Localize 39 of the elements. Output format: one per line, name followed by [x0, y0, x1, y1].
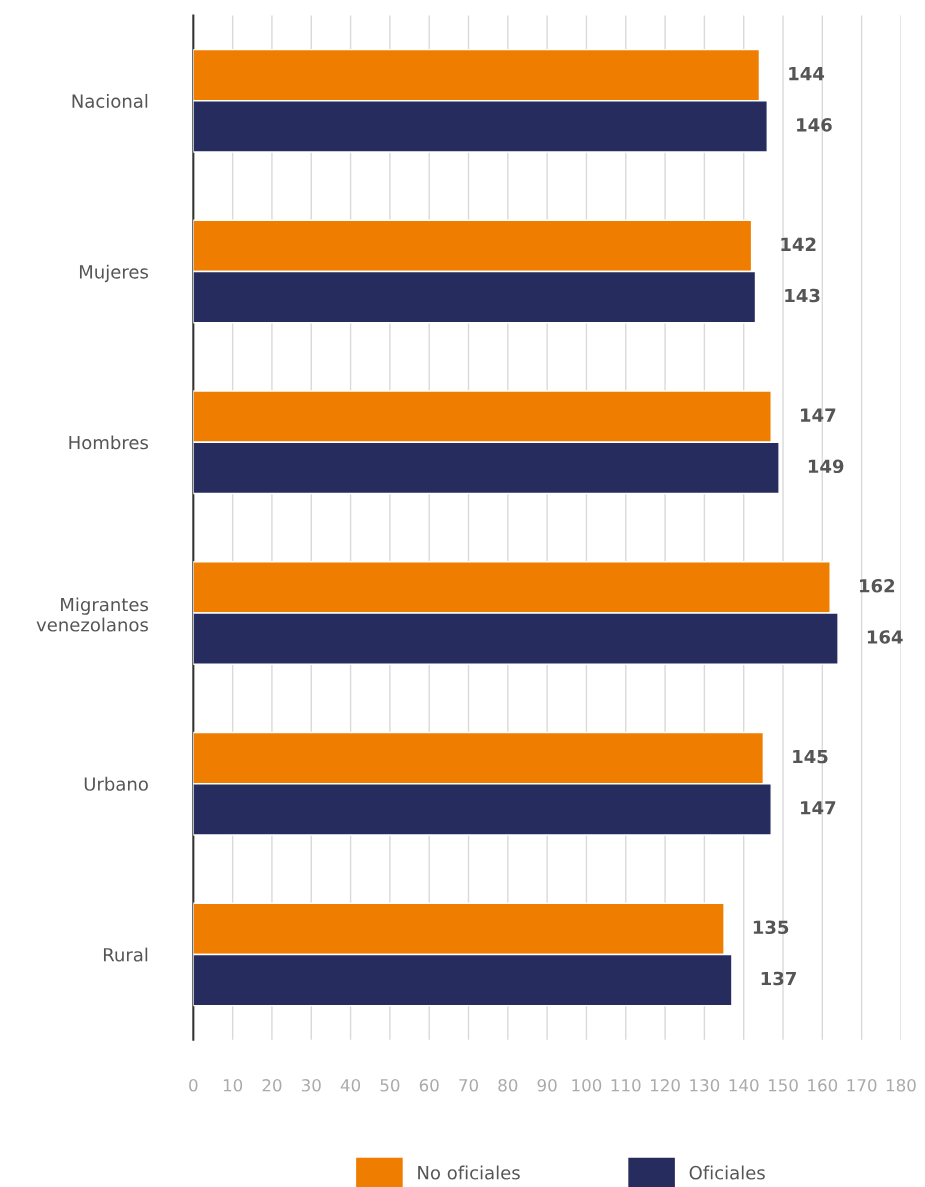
x-tick-label: 80	[498, 1079, 518, 1092]
y-tick-label: Rural	[103, 947, 148, 962]
data-label: 145	[793, 749, 828, 764]
x-tick-label: 90	[537, 1079, 557, 1092]
y-tick-label: Mujeres	[79, 264, 148, 283]
x-tick-label: 0	[189, 1079, 198, 1092]
x-tick-label: 50	[380, 1079, 400, 1092]
data-label: 146	[797, 118, 832, 132]
data-label: 142	[781, 237, 816, 251]
x-tick-label: 40	[340, 1079, 361, 1092]
x-tick-label: 20	[262, 1079, 282, 1092]
data-label: 164	[867, 630, 903, 644]
data-label: 147	[801, 408, 836, 422]
y-tick-label: Urbano	[84, 776, 148, 791]
x-tick-label: 130	[690, 1079, 720, 1092]
x-tick-label: 30	[301, 1079, 321, 1092]
x-tick-label: 140	[729, 1079, 759, 1092]
legend-label: No oficiales	[418, 1165, 520, 1180]
x-tick-label: 110	[611, 1079, 641, 1092]
x-tick-label: 180	[886, 1079, 916, 1092]
data-label: 137	[761, 971, 796, 986]
x-tick-label: 70	[459, 1079, 479, 1092]
x-tick-label: 120	[651, 1079, 680, 1092]
y-tick-label: Hombres	[69, 435, 148, 450]
x-tick-label: 150	[768, 1079, 798, 1092]
x-tick-label: 170	[847, 1079, 877, 1092]
data-label: 135	[753, 920, 789, 935]
data-label: 149	[808, 459, 844, 474]
y-tick-label: Nacional	[72, 93, 148, 108]
data-label: 143	[785, 288, 820, 303]
y-tick-label: Migrantes venezolanos	[36, 597, 148, 632]
x-tick-label: 160	[808, 1079, 838, 1092]
x-tick-label: 100	[572, 1079, 602, 1092]
x-tick-label: 10	[223, 1079, 243, 1092]
x-tick-label: 60	[419, 1079, 439, 1092]
data-label: 144	[789, 67, 825, 81]
data-label: 147	[801, 801, 836, 815]
data-label: 162	[860, 578, 895, 593]
legend-label: Oficiales	[689, 1165, 765, 1180]
